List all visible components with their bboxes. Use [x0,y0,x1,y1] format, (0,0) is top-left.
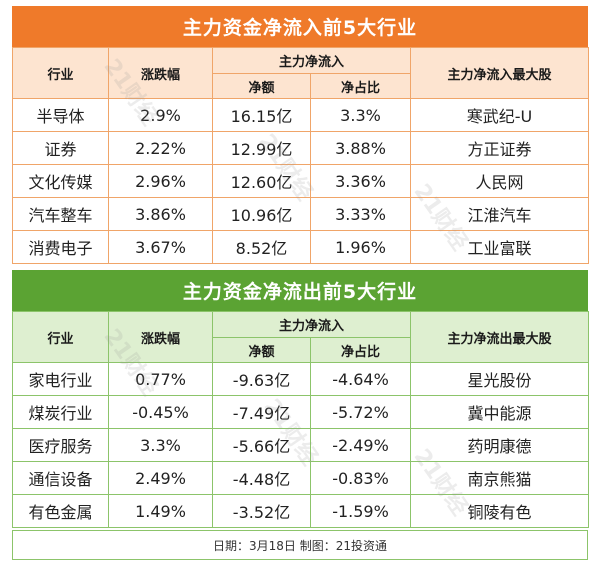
change-cell: 2.22% [108,131,213,165]
net-amount-cell: -3.52亿 [212,494,311,528]
table-row: 家电行业 0.77% -9.63亿 -4.64% 星光股份 [12,362,590,396]
net-amount-cell: -4.48亿 [212,461,311,495]
top-stock-cell: 方正证券 [410,131,590,165]
outflow-title: 主力资金净流出前5大行业 [182,281,418,303]
net-ratio-cell: -5.72% [309,395,412,429]
industry-cell: 有色金属 [12,494,109,528]
inflow-header-industry: 行业 [12,47,109,99]
net-amount-cell: 10.96亿 [212,197,311,231]
outflow-title-banner: 主力资金净流出前5大行业 [12,270,588,311]
top-stock-cell: 铜陵有色 [410,494,590,528]
top-stock-cell: 药明康德 [410,428,590,462]
net-amount-cell: 12.60亿 [212,164,311,198]
outflow-header-industry: 行业 [12,311,109,363]
industry-cell: 医疗服务 [12,428,109,462]
net-amount-cell: 16.15亿 [212,98,311,132]
net-ratio-cell: 3.36% [309,164,412,198]
industry-cell: 半导体 [12,98,109,132]
outflow-header-net-ratio: 净占比 [309,337,412,363]
inflow-header-change: 涨跌幅 [108,47,213,99]
top-stock-cell: 冀中能源 [410,395,590,429]
industry-cell: 煤炭行业 [12,395,109,429]
inflow-subheader-row: 净额 净占比 [13,73,589,99]
outflow-header-main-flow: 主力净流入 [211,311,412,338]
inflow-title: 主力资金净流入前5大行业 [182,17,418,39]
outflow-header-net-amount: 净额 [212,337,311,363]
net-amount-cell: -9.63亿 [212,362,311,396]
table-row: 文化传媒 2.96% 12.60亿 3.36% 人民网 [12,164,590,198]
top-stock-cell: 寒武纪-U [410,98,590,132]
top-stock-cell: 工业富联 [410,230,590,264]
net-ratio-cell: -1.59% [309,494,412,528]
net-amount-cell: 12.99亿 [212,131,311,165]
footer-text: 日期：3月18日 制图：21投资通 [213,539,387,553]
footer-caption: 日期：3月18日 制图：21投资通 [12,530,588,560]
change-cell: 2.9% [108,98,213,132]
table-row: 证券 2.22% 12.99亿 3.88% 方正证券 [12,131,590,165]
inflow-header-top-stock: 主力净流入最大股 [410,47,590,99]
change-cell: 0.77% [108,362,213,396]
industry-cell: 家电行业 [12,362,109,396]
table-row: 有色金属 1.49% -3.52亿 -1.59% 铜陵有色 [12,494,590,528]
top-stock-cell: 南京熊猫 [410,461,590,495]
net-ratio-cell: -0.83% [309,461,412,495]
inflow-header-main-flow: 主力净流入 [211,47,412,74]
inflow-header-net-ratio: 净占比 [309,73,412,99]
industry-cell: 消费电子 [12,230,109,264]
net-amount-cell: -7.49亿 [212,395,311,429]
change-cell: 3.86% [108,197,213,231]
top-stock-cell: 星光股份 [410,362,590,396]
change-cell: 2.96% [108,164,213,198]
table-row: 通信设备 2.49% -4.48亿 -0.83% 南京熊猫 [12,461,590,495]
change-cell: 3.3% [108,428,213,462]
table-row: 汽车整车 3.86% 10.96亿 3.33% 江淮汽车 [12,197,590,231]
inflow-table: 行业 涨跌幅 主力净流入 主力净流入最大股 净额 净占比 半导体 2.9% 16… [12,47,590,264]
net-ratio-cell: -2.49% [309,428,412,462]
outflow-header-change: 涨跌幅 [108,311,213,363]
outflow-header-top-stock: 主力净流出最大股 [410,311,590,363]
net-ratio-cell: 1.96% [309,230,412,264]
inflow-header-net-amount: 净额 [212,73,311,99]
net-amount-cell: -5.66亿 [212,428,311,462]
net-ratio-cell: 3.33% [309,197,412,231]
net-ratio-cell: -4.64% [309,362,412,396]
net-ratio-cell: 3.3% [309,98,412,132]
change-cell: 2.49% [108,461,213,495]
inflow-header-row: 行业 涨跌幅 主力净流入 主力净流入最大股 [12,47,590,99]
industry-cell: 汽车整车 [12,197,109,231]
outflow-table: 行业 涨跌幅 主力净流入 主力净流出最大股 净额 净占比 家电行业 0.77% … [12,311,590,528]
inflow-title-banner: 主力资金净流入前5大行业 [12,6,588,47]
industry-cell: 证券 [12,131,109,165]
change-cell: 3.67% [108,230,213,264]
change-cell: 1.49% [108,494,213,528]
industry-cell: 通信设备 [12,461,109,495]
industry-cell: 文化传媒 [12,164,109,198]
outflow-header-row: 行业 涨跌幅 主力净流入 主力净流出最大股 [12,311,590,363]
table-row: 消费电子 3.67% 8.52亿 1.96% 工业富联 [12,230,590,264]
table-row: 煤炭行业 -0.45% -7.49亿 -5.72% 冀中能源 [12,395,590,429]
net-amount-cell: 8.52亿 [212,230,311,264]
top-stock-cell: 江淮汽车 [410,197,590,231]
top-stock-cell: 人民网 [410,164,590,198]
table-row: 医疗服务 3.3% -5.66亿 -2.49% 药明康德 [12,428,590,462]
net-ratio-cell: 3.88% [309,131,412,165]
table-row: 半导体 2.9% 16.15亿 3.3% 寒武纪-U [12,98,590,132]
change-cell: -0.45% [108,395,213,429]
